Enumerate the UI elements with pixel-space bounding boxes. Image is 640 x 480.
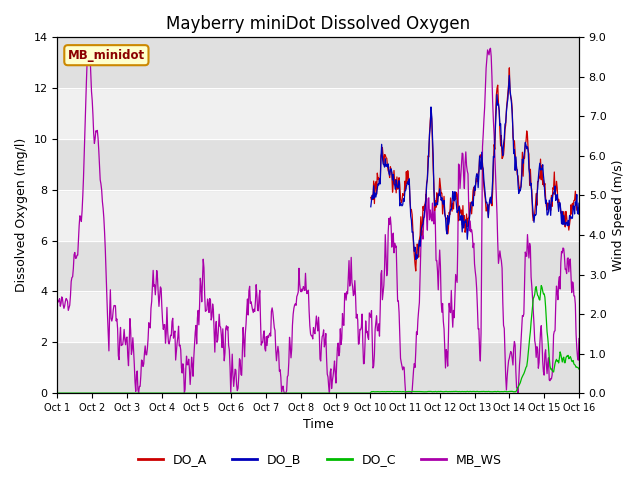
Bar: [58, 342, 579, 393]
Bar: [58, 139, 579, 190]
Y-axis label: Wind Speed (m/s): Wind Speed (m/s): [612, 159, 625, 271]
Bar: [58, 37, 579, 88]
Y-axis label: Dissolved Oxygen (mg/l): Dissolved Oxygen (mg/l): [15, 138, 28, 292]
Legend: DO_A, DO_B, DO_C, MB_WS: DO_A, DO_B, DO_C, MB_WS: [133, 448, 507, 471]
X-axis label: Time: Time: [303, 419, 333, 432]
Title: Mayberry miniDot Dissolved Oxygen: Mayberry miniDot Dissolved Oxygen: [166, 15, 470, 33]
Text: MB_minidot: MB_minidot: [68, 48, 145, 62]
Bar: [58, 240, 579, 291]
Bar: [58, 88, 579, 139]
Bar: [58, 190, 579, 240]
Bar: [58, 291, 579, 342]
